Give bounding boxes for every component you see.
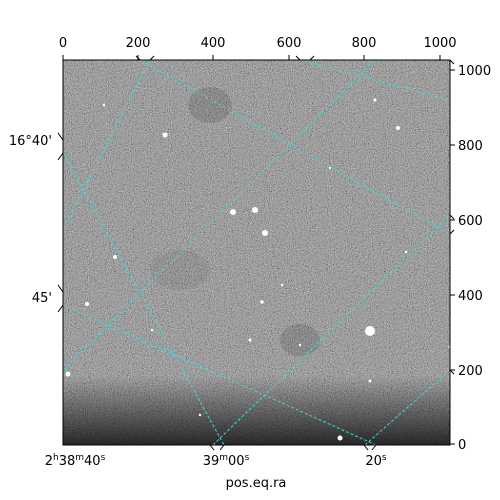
star	[373, 98, 377, 102]
top-tick-label: 200	[126, 36, 151, 51]
tick-mark	[449, 369, 455, 375]
right-tick-label: 0	[458, 438, 466, 453]
tick-mark	[449, 229, 455, 235]
plot-frame	[62, 59, 451, 446]
grid-line	[63, 152, 225, 445]
star	[198, 413, 202, 417]
right-axis: 0 200 400 600 800 1000	[458, 64, 491, 453]
bottom-tick-label: 2h38m40s	[45, 453, 106, 469]
bottom-tick-label: 20s	[365, 453, 387, 469]
grid-line	[212, 214, 450, 445]
tick-mark	[371, 444, 377, 451]
grid-line	[63, 60, 376, 371]
x-axis-label: pos.eq.ra	[226, 476, 287, 491]
star	[162, 132, 168, 138]
star	[85, 302, 89, 306]
right-tick-label: 200	[458, 364, 483, 379]
grid-line	[299, 60, 450, 101]
tick-mark	[135, 55, 141, 61]
star	[260, 300, 264, 304]
top-tick-label: 800	[352, 36, 377, 51]
tick-mark	[219, 444, 225, 451]
star	[113, 255, 117, 259]
star	[252, 207, 258, 213]
left-axis: 16°40' 45'	[9, 134, 52, 306]
grid-line	[364, 369, 450, 445]
tick-mark	[57, 152, 64, 161]
tick-mark	[309, 55, 315, 61]
left-tick-label: 16°40'	[9, 134, 52, 149]
left-tick-label: 45'	[32, 291, 52, 306]
star	[328, 166, 332, 170]
star	[262, 230, 268, 236]
star	[65, 371, 71, 377]
tick-mark	[363, 444, 369, 451]
top-tick-label: 1000	[423, 36, 456, 51]
tick-mark	[449, 214, 455, 220]
tick-mark	[57, 304, 64, 313]
top-tick-label: 400	[201, 36, 226, 51]
star-field	[65, 98, 450, 441]
tick-mark	[449, 59, 455, 65]
right-tick-label: 400	[458, 289, 483, 304]
bottom-axis: 2h38m40s 39m00s 20s pos.eq.ra	[45, 453, 387, 491]
star	[280, 283, 284, 287]
right-tick-label: 600	[458, 214, 483, 229]
tick-mark	[295, 55, 301, 61]
star	[150, 328, 154, 332]
bottom-tick-label: 39m00s	[203, 453, 250, 469]
top-axis: 0 200 400 600 800 1000	[59, 36, 457, 51]
right-tick-label: 800	[458, 139, 483, 154]
star	[337, 435, 343, 441]
star	[404, 250, 408, 254]
tick-mark	[149, 55, 155, 61]
right-tick-label: 1000	[458, 64, 491, 79]
grid-line	[139, 60, 450, 235]
tick-mark	[57, 284, 64, 293]
grid-line	[63, 60, 151, 231]
coordinate-grid	[63, 60, 450, 445]
star	[102, 103, 106, 107]
star	[230, 209, 236, 215]
grid-line	[63, 304, 377, 445]
top-tick-label: 0	[59, 36, 67, 51]
tick-mark	[57, 132, 64, 141]
star	[365, 326, 375, 336]
tick-mark	[209, 444, 215, 451]
top-tick-label: 600	[277, 36, 302, 51]
star	[396, 126, 400, 130]
star	[368, 379, 372, 383]
axis-ticks	[57, 55, 455, 451]
star	[298, 343, 302, 347]
star	[248, 338, 252, 342]
sky-image	[63, 60, 450, 445]
